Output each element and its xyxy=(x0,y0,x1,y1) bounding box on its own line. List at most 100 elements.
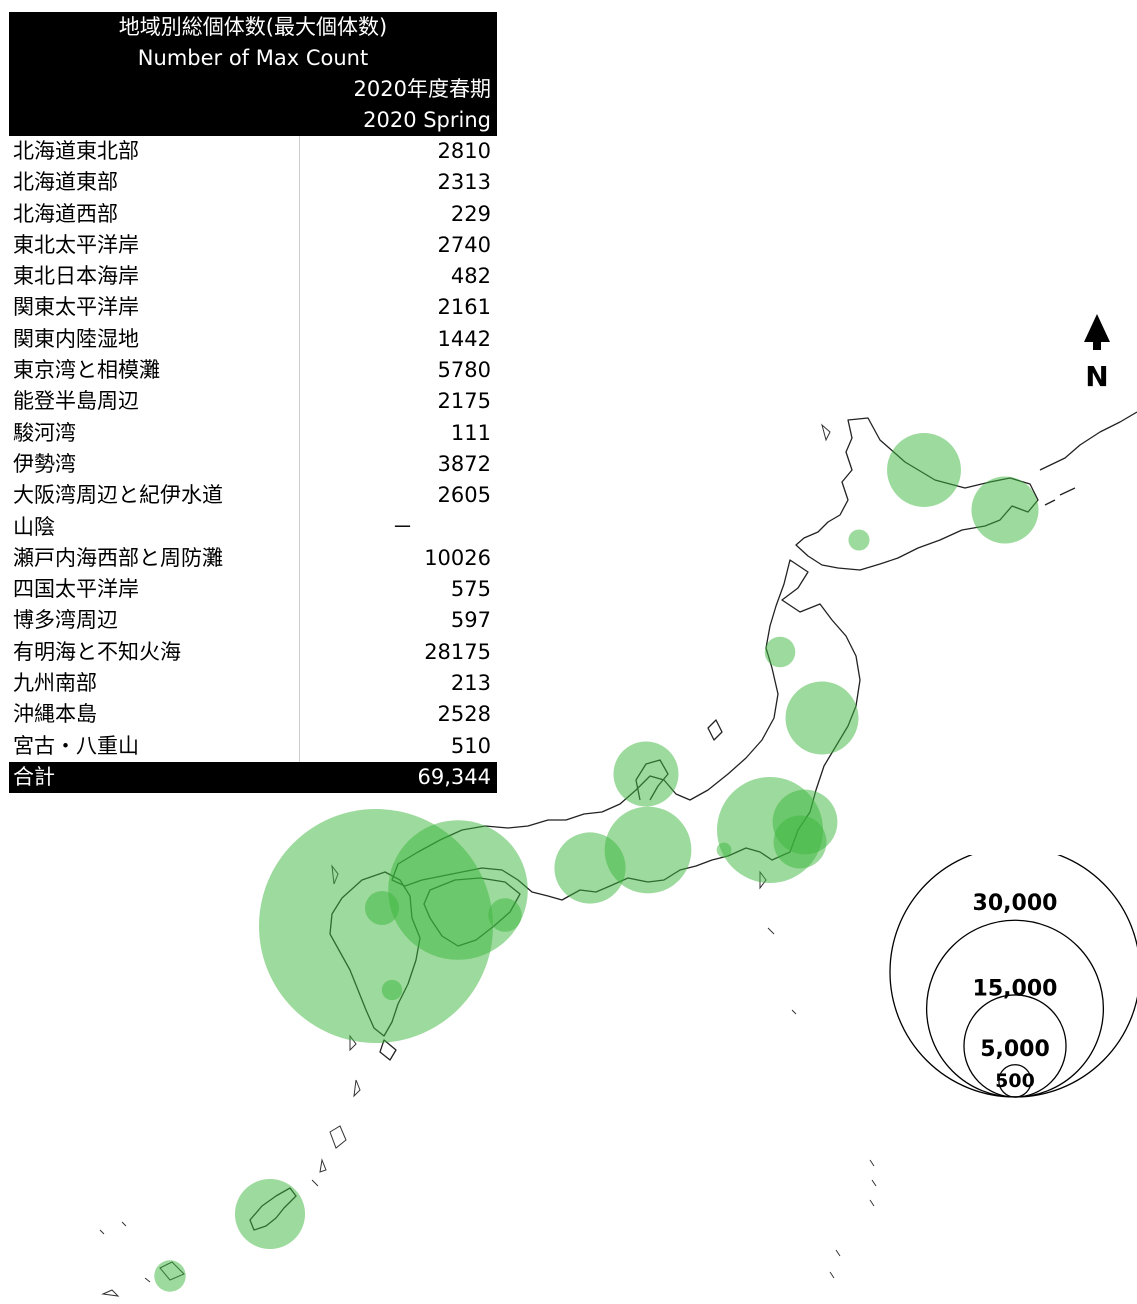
region-name: 東北太平洋岸 xyxy=(9,229,300,262)
table-season-en: 2020 Spring xyxy=(363,108,491,132)
table-total-row: 合計 69,344 xyxy=(9,761,497,793)
count-bubble xyxy=(717,777,823,883)
table-row: 関東太平洋岸 2161 xyxy=(9,292,497,324)
table-row: 東北日本海岸 482 xyxy=(9,261,497,293)
table-row: 大阪湾周辺と紀伊水道 2605 xyxy=(9,480,497,512)
count-bubble xyxy=(604,806,692,894)
table-title-en: Number of Max Count xyxy=(137,46,369,70)
region-name: 駿河湾 xyxy=(9,417,300,449)
count-bubble xyxy=(154,1260,186,1292)
region-count: 10026 xyxy=(424,545,491,570)
region-name: 北海道東部 xyxy=(9,167,300,199)
table-row: 能登半島周辺 2175 xyxy=(9,386,497,418)
region-count: 1442 xyxy=(437,326,491,351)
region-count: 111 xyxy=(450,420,491,445)
region-name: 伊勢湾 xyxy=(9,448,300,481)
count-bubble xyxy=(887,433,961,507)
count-bubble xyxy=(259,809,493,1043)
legend-circles: 30,000 15,000 5,000 500 xyxy=(889,846,1137,1098)
table-row: 北海道西部 229 xyxy=(9,198,497,230)
region-name: 能登半島周辺 xyxy=(9,386,300,418)
count-bubble xyxy=(848,529,870,551)
region-count: 5780 xyxy=(437,358,491,383)
count-bubble xyxy=(488,898,522,932)
count-bubble xyxy=(234,1178,306,1250)
legend-label: 500 xyxy=(995,1070,1035,1092)
count-bubble xyxy=(785,681,859,755)
region-count: 2528 xyxy=(437,702,491,727)
table-row: 北海道東北部 2810 xyxy=(9,136,497,168)
coastline-kuril xyxy=(1039,411,1137,471)
region-name: 宮古・八重山 xyxy=(9,730,300,762)
table-row: 九州南部 213 xyxy=(9,668,497,700)
region-name: 東北日本海岸 xyxy=(9,261,300,293)
region-name: 九州南部 xyxy=(9,668,300,700)
table-row: 関東内陸湿地 1442 xyxy=(9,323,497,356)
coastline-sado xyxy=(707,719,723,741)
count-bubble xyxy=(971,476,1039,544)
region-name: 瀬戸内海西部と周防灘 xyxy=(9,542,300,575)
coastline-hokkaido xyxy=(795,417,1039,571)
region-name: 関東内陸湿地 xyxy=(9,323,300,356)
legend-label: 5,000 xyxy=(980,1037,1050,1062)
size-legend: 30,000 15,000 5,000 500 xyxy=(880,846,1137,1115)
table-row: 博多湾周辺 597 xyxy=(9,605,497,637)
count-bubble xyxy=(554,832,626,904)
coastline-kyushu-south xyxy=(379,1039,397,1061)
region-name: 東京湾と相模灘 xyxy=(9,355,300,387)
count-bubbles xyxy=(154,433,1039,1292)
table-row: 北海道東部 2313 xyxy=(9,167,497,199)
region-count: － xyxy=(392,514,413,539)
region-name: 大阪湾周辺と紀伊水道 xyxy=(9,480,300,512)
total-value: 69,344 xyxy=(417,764,491,789)
north-letter: N xyxy=(1085,360,1109,393)
count-table: 地域別総個体数(最大個体数) Number of Max Count 2020年… xyxy=(9,12,497,793)
region-name: 四国太平洋岸 xyxy=(9,574,300,606)
count-bubble xyxy=(764,636,796,668)
region-count: 575 xyxy=(450,577,491,602)
region-count: 482 xyxy=(450,264,491,289)
north-arrow: N xyxy=(1077,312,1117,393)
table-body: 北海道東北部 2810 北海道東部 2313 北海道西部 229 東北太平洋岸 2740 東北日… xyxy=(9,136,497,762)
region-count: 213 xyxy=(450,671,491,696)
table-row: 東北太平洋岸 2740 xyxy=(9,229,497,262)
table-row: 有明海と不知火海 28175 xyxy=(9,636,497,669)
table-row: 山陰 － xyxy=(9,511,497,543)
table-row: 駿河湾 111 xyxy=(9,417,497,449)
region-name: 有明海と不知火海 xyxy=(9,636,300,669)
region-name: 関東太平洋岸 xyxy=(9,292,300,324)
region-name: 博多湾周辺 xyxy=(9,605,300,637)
coastline-kuril-2 xyxy=(1044,487,1076,506)
table-row: 東京湾と相模灘 5780 xyxy=(9,355,497,387)
region-count: 2175 xyxy=(437,389,491,414)
table-row: 宮古・八重山 510 xyxy=(9,730,497,762)
table-row: 伊勢湾 3872 xyxy=(9,448,497,481)
table-header: 地域別総個体数(最大個体数) Number of Max Count 2020年… xyxy=(9,12,497,136)
table-row: 四国太平洋岸 575 xyxy=(9,574,497,606)
legend-label: 15,000 xyxy=(973,976,1058,1001)
region-name: 北海道西部 xyxy=(9,198,300,230)
legend-circle xyxy=(998,1064,1032,1098)
region-name: 沖縄本島 xyxy=(9,699,300,731)
region-count: 2161 xyxy=(437,295,491,320)
north-arrow-icon xyxy=(1084,314,1110,350)
region-count: 3872 xyxy=(437,451,491,476)
region-count: 28175 xyxy=(424,639,491,664)
region-count: 2740 xyxy=(437,232,491,257)
region-count: 2810 xyxy=(437,139,491,163)
legend-label: 30,000 xyxy=(973,891,1058,916)
total-label: 合計 xyxy=(13,764,55,789)
count-bubble xyxy=(613,741,679,807)
count-bubble xyxy=(716,842,732,858)
table-season-ja: 2020年度春期 xyxy=(353,77,491,101)
region-count: 2605 xyxy=(437,483,491,508)
table-row: 瀬戸内海西部と周防灘 10026 xyxy=(9,542,497,575)
table-row: 沖縄本島 2528 xyxy=(9,699,497,731)
region-count: 2313 xyxy=(437,170,491,195)
region-name: 山陰 xyxy=(9,511,300,543)
region-count: 510 xyxy=(450,733,491,758)
region-count: 597 xyxy=(450,608,491,633)
region-name: 北海道東北部 xyxy=(9,136,300,168)
table-title-ja: 地域別総個体数(最大個体数) xyxy=(118,15,388,39)
